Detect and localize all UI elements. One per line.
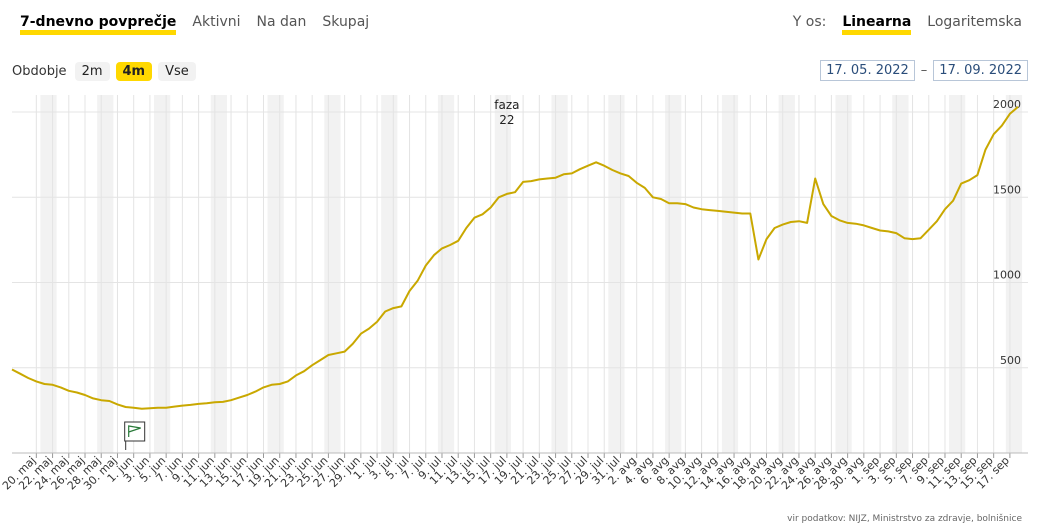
weekend-band xyxy=(949,95,966,453)
metric-tabs: 7-dnevno povprečje Aktivni Na dan Skupaj xyxy=(20,14,369,35)
weekend-band xyxy=(153,95,171,453)
weekend-band xyxy=(324,95,341,453)
weekend-band xyxy=(494,95,511,453)
tab-active[interactable]: Aktivni xyxy=(192,14,241,30)
period-4m-button[interactable]: 4m xyxy=(115,62,153,81)
y-axis-label: Y os: xyxy=(792,14,827,30)
period-all-button[interactable]: Vse xyxy=(158,62,196,81)
data-source: vir podatkov: NIJZ, Ministrstvo za zdrav… xyxy=(787,514,1022,524)
tab-total[interactable]: Skupaj xyxy=(322,14,370,30)
weekend-band xyxy=(608,95,625,453)
weekend-band xyxy=(778,95,795,453)
date-to-input[interactable]: 17. 09. 2022 xyxy=(933,60,1028,81)
annotation-label: 22 xyxy=(499,113,514,127)
date-from-input[interactable]: 17. 05. 2022 xyxy=(820,60,915,81)
weekend-band xyxy=(551,95,568,453)
weekend-band xyxy=(437,95,455,453)
weekend-band xyxy=(210,95,227,453)
weekend-band xyxy=(835,95,852,453)
period-label: Obdobje xyxy=(12,64,67,79)
date-range: 17. 05. 2022 – 17. 09. 2022 xyxy=(820,60,1028,81)
y-tick-label: 1500 xyxy=(993,183,1021,196)
y-axis-scale-switch: Y os: Linearna Logaritemska xyxy=(793,14,1022,35)
weekend-band xyxy=(40,95,57,453)
y-axis-linear-option[interactable]: Linearna xyxy=(842,14,912,35)
tab-7-day-average[interactable]: 7-dnevno povprečje xyxy=(20,14,177,35)
tab-per-day[interactable]: Na dan xyxy=(256,14,307,30)
period-2m-button[interactable]: 2m xyxy=(74,62,110,81)
weekend-band xyxy=(381,95,398,453)
series-line xyxy=(11,106,1019,410)
weekend-band xyxy=(721,95,739,453)
annotation-label: faza xyxy=(494,98,519,112)
period-selector: Obdobje 2m 4m Vse xyxy=(12,62,196,81)
y-tick-label: 2000 xyxy=(993,98,1021,111)
weekend-band xyxy=(665,95,682,453)
weekend-band xyxy=(892,95,909,453)
weekend-band xyxy=(267,95,284,453)
flag-icon[interactable] xyxy=(124,421,146,450)
y-axis-log-option[interactable]: Logaritemska xyxy=(927,14,1022,30)
date-range-separator: – xyxy=(920,63,928,78)
y-tick-label: 500 xyxy=(1000,354,1021,367)
y-tick-label: 1000 xyxy=(993,269,1021,282)
